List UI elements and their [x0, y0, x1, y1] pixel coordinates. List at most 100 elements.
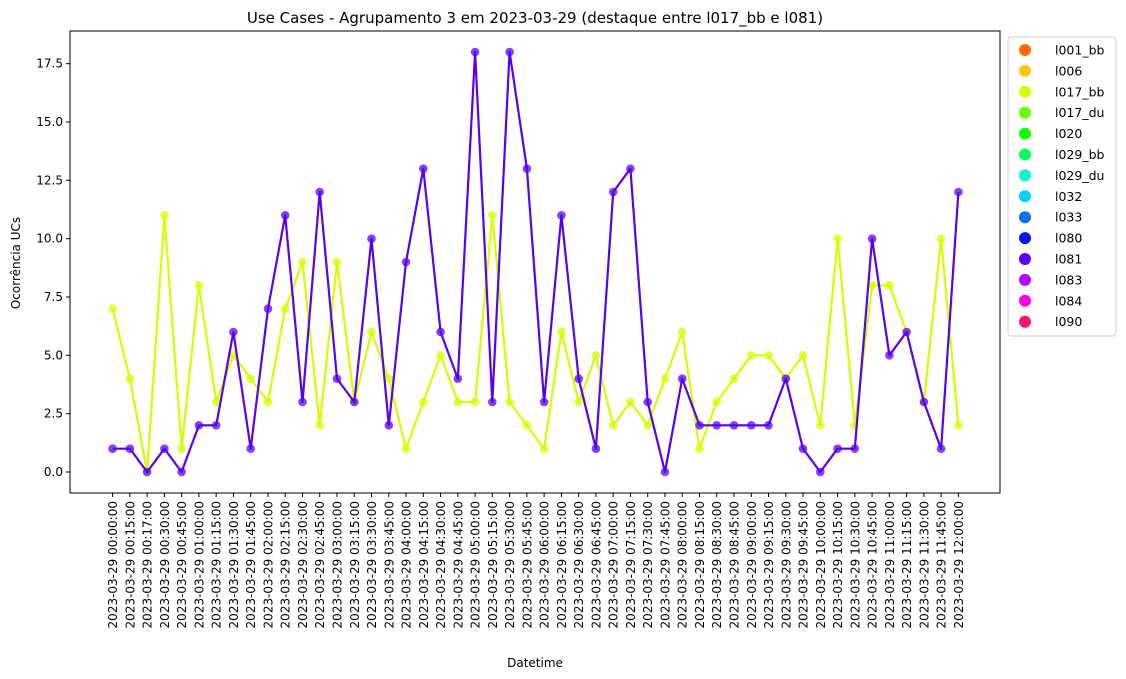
- data-point-l017_bb: [263, 397, 273, 407]
- x-tick-label: 2023-03-29 07:15:00: [624, 501, 638, 628]
- legend-label-l090: l090: [1055, 314, 1082, 329]
- data-point-l017_bb: [557, 327, 566, 337]
- x-tick-label: 2023-03-29 09:45:00: [797, 501, 811, 628]
- x-tick-label: 2023-03-29 07:00:00: [607, 501, 621, 628]
- data-point-l081: [557, 211, 566, 220]
- x-tick-label: 2023-03-29 10:45:00: [866, 501, 880, 628]
- data-point-l081: [798, 444, 808, 454]
- data-point-l017_bb: [747, 351, 756, 360]
- data-point-l081: [954, 187, 963, 197]
- x-tick-label: 2023-03-29 03:45:00: [382, 501, 396, 628]
- data-point-l081: [539, 397, 549, 407]
- legend-label-l083: l083: [1055, 272, 1082, 287]
- data-point-l017_bb: [643, 421, 652, 430]
- data-point-l081: [747, 421, 756, 430]
- legend-marker-l001_bb: [1019, 44, 1031, 56]
- x-tick-label: 2023-03-29 01:30:00: [227, 501, 241, 628]
- x-tick-label: 2023-03-29 07:30:00: [641, 501, 655, 628]
- x-tick-label: 2023-03-29 09:15:00: [762, 501, 776, 628]
- x-tick-label: 2023-03-29 01:45:00: [244, 501, 258, 628]
- data-point-l017_bb: [194, 281, 204, 290]
- data-point-l017_bb: [798, 351, 808, 360]
- x-tick-label: 2023-03-29 05:45:00: [520, 501, 534, 628]
- legend-label-l006: l006: [1055, 63, 1082, 78]
- data-point-l081: [367, 234, 376, 243]
- data-point-l081: [350, 397, 359, 407]
- legend-marker-l029_bb: [1019, 148, 1031, 161]
- legend-box: [1007, 36, 1117, 337]
- x-tick-label: 2023-03-29 04:15:00: [417, 501, 431, 628]
- data-point-l017_bb: [436, 351, 445, 360]
- x-tick-label: 2023-03-29 11:45:00: [935, 501, 949, 628]
- data-point-l017_bb: [332, 257, 342, 267]
- data-point-l081: [643, 397, 652, 407]
- x-tick-label: 2023-03-29 00:45:00: [175, 501, 189, 628]
- x-tick-label: 2023-03-29 08:30:00: [710, 501, 724, 628]
- data-point-l081: [712, 421, 721, 430]
- x-tick-label: 2023-03-29 08:45:00: [728, 501, 742, 628]
- legend-marker-l017_bb: [1019, 85, 1031, 98]
- legend-marker-l090: [1019, 315, 1031, 328]
- legend-marker-l033: [1019, 211, 1031, 224]
- legend-marker-l020: [1019, 127, 1031, 140]
- legend-label-l033: l033: [1055, 210, 1082, 225]
- data-point-l081: [677, 374, 687, 384]
- x-tick-label: 2023-03-29 06:45:00: [589, 501, 603, 628]
- data-point-l081: [280, 211, 290, 220]
- legend-label-l084: l084: [1055, 293, 1082, 308]
- data-point-l081: [885, 351, 894, 360]
- x-tick-label: 2023-03-29 05:15:00: [486, 501, 500, 628]
- legend-label-l017_bb: l017_bb: [1055, 84, 1105, 99]
- x-tick-label: 2023-03-29 02:15:00: [279, 501, 293, 628]
- data-point-l081: [626, 164, 635, 173]
- data-point-l017_bb: [885, 281, 894, 290]
- legend-marker-l029_du: [1019, 169, 1031, 182]
- legend-marker-l006: [1019, 64, 1031, 77]
- data-point-l017_bb: [401, 444, 411, 454]
- data-point-l017_bb: [677, 327, 687, 337]
- data-point-l081: [936, 444, 946, 454]
- data-point-l017_bb: [867, 281, 877, 290]
- data-point-l081: [919, 397, 929, 407]
- data-point-l081: [142, 467, 152, 477]
- data-point-l081: [729, 421, 739, 430]
- data-point-l081: [194, 421, 204, 430]
- data-point-l081: [108, 444, 117, 454]
- data-point-l017_bb: [280, 304, 290, 314]
- data-point-l017_bb: [833, 234, 842, 243]
- legend-label-l001_bb: l001_bb: [1055, 43, 1105, 58]
- y-tick-label: 7.5: [44, 290, 63, 304]
- x-tick-label: 2023-03-29 06:15:00: [555, 501, 569, 628]
- y-tick-label: 17.5: [36, 57, 63, 71]
- plot-frame: [69, 30, 1001, 494]
- data-point-l017_bb: [298, 257, 307, 267]
- legend-marker-l083: [1019, 273, 1031, 286]
- data-point-l081: [332, 374, 342, 384]
- data-point-l017_bb: [108, 304, 117, 314]
- data-point-l017_bb: [695, 444, 704, 454]
- data-point-l017_bb: [936, 234, 946, 243]
- data-point-l081: [298, 397, 307, 407]
- x-tick-label: 2023-03-29 08:15:00: [693, 501, 707, 628]
- data-point-l017_bb: [246, 374, 255, 384]
- data-point-l017_bb: [712, 397, 721, 407]
- legend-label-l032: l032: [1055, 189, 1082, 204]
- data-point-l017_bb: [954, 421, 963, 430]
- data-point-l081: [833, 444, 842, 454]
- x-tick-label: 2023-03-29 05:30:00: [503, 501, 517, 628]
- legend-marker-l017_du: [1019, 106, 1031, 119]
- data-point-l017_bb: [816, 421, 825, 430]
- data-point-l017_bb: [453, 397, 463, 407]
- series-line-l081: [112, 50, 960, 474]
- x-tick-label: 2023-03-29 02:45:00: [313, 501, 327, 628]
- data-point-l081: [902, 327, 911, 337]
- legend-marker-l081: [1019, 253, 1031, 265]
- x-tick-label: 2023-03-29 04:45:00: [451, 501, 465, 628]
- data-point-l081: [488, 397, 497, 407]
- x-tick-label: 2023-03-29 10:00:00: [814, 501, 828, 628]
- x-tick-label: 2023-03-29 09:30:00: [779, 501, 793, 628]
- data-point-l017_bb: [764, 351, 773, 360]
- data-point-l017_bb: [160, 211, 169, 220]
- x-axis-label: Datetime: [507, 656, 563, 670]
